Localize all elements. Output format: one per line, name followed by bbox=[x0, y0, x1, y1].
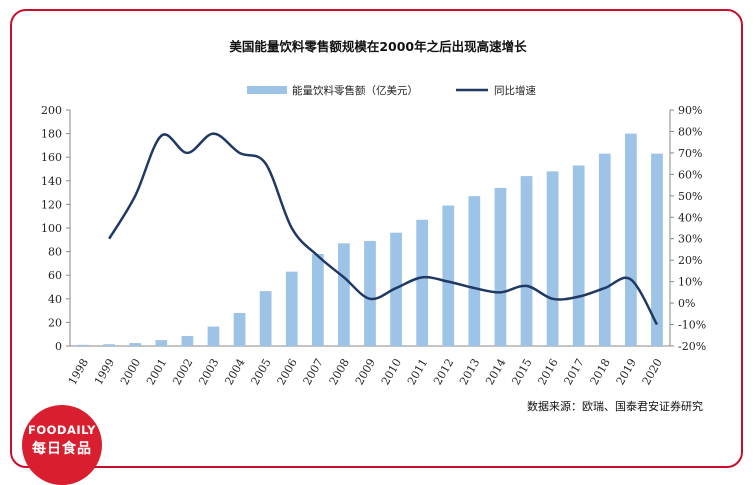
x-tick-label: 1999 bbox=[92, 356, 117, 387]
bar bbox=[546, 171, 559, 346]
bar bbox=[598, 153, 611, 346]
y-right-tick-label: -10% bbox=[678, 319, 706, 332]
y-right-tick-label: -20% bbox=[678, 340, 706, 353]
bar bbox=[77, 344, 89, 346]
bar-series bbox=[77, 133, 663, 346]
bar bbox=[259, 291, 272, 346]
bar bbox=[155, 340, 168, 346]
y-right-tick-label: 10% bbox=[678, 276, 702, 289]
y-right-tick-label: 90% bbox=[678, 104, 702, 117]
y-left-tick-label: 200 bbox=[41, 104, 62, 117]
bar bbox=[468, 196, 481, 346]
y-left-tick-label: 80 bbox=[48, 246, 62, 259]
x-tick-label: 2017 bbox=[561, 356, 586, 387]
bar bbox=[311, 253, 324, 346]
chart-title: 美国能量饮料零售额规模在2000年之后出现高速增长 bbox=[229, 39, 527, 54]
y-left-tick-label: 180 bbox=[41, 128, 62, 141]
y-left-tick-label: 160 bbox=[41, 151, 62, 164]
bar bbox=[520, 176, 533, 346]
x-tick-label: 2009 bbox=[353, 356, 378, 387]
x-tick-label: 2004 bbox=[222, 356, 247, 387]
x-tick-label: 2003 bbox=[196, 356, 221, 387]
bar bbox=[416, 219, 429, 346]
y-left-tick-label: 100 bbox=[41, 222, 62, 235]
bar bbox=[129, 343, 142, 346]
chart-card bbox=[10, 9, 743, 468]
x-tick-label: 2005 bbox=[248, 356, 273, 387]
bar bbox=[625, 133, 637, 346]
x-tick-label: 2007 bbox=[301, 356, 326, 387]
legend: 能量饮料零售额（亿美元） 同比增速 bbox=[247, 84, 536, 97]
x-tick-label: 2010 bbox=[379, 356, 404, 387]
x-tick-label: 2011 bbox=[405, 356, 430, 387]
line-series bbox=[108, 132, 659, 326]
x-tick-label: 2000 bbox=[118, 356, 143, 387]
y-right-tick-label: 40% bbox=[678, 211, 702, 224]
legend-bar-swatch bbox=[247, 86, 287, 94]
y-left-tick-label: 0 bbox=[55, 340, 62, 353]
bar bbox=[103, 344, 115, 346]
bar bbox=[494, 187, 507, 346]
bar bbox=[233, 312, 246, 346]
y-right-tick-label: 70% bbox=[678, 147, 702, 160]
bar bbox=[285, 271, 298, 346]
x-tick-label: 2019 bbox=[614, 356, 639, 387]
x-tick-labels: 1998 1999 2000 2001 2002 2003 2004 2005 2006 2007… bbox=[66, 356, 665, 387]
y-left-tick-label: 60 bbox=[48, 269, 62, 282]
y-right-tick-label: 30% bbox=[678, 233, 702, 246]
growth-line bbox=[108, 132, 659, 326]
y-right-tick-labels: -20% -10% 0% 10% 20% 30% 40% 50% 60% 70% 80% 90% bbox=[678, 104, 706, 353]
bar bbox=[364, 240, 376, 346]
x-tick-label: 2001 bbox=[144, 356, 169, 387]
bar bbox=[651, 153, 663, 346]
legend-bar-label: 能量饮料零售额（亿美元） bbox=[292, 84, 418, 97]
y-left-tick-label: 40 bbox=[48, 293, 62, 306]
x-tick-label: 2013 bbox=[457, 356, 482, 387]
y-left-tick-label: 20 bbox=[48, 316, 62, 329]
x-tick-label: 2014 bbox=[483, 356, 508, 387]
bar bbox=[572, 165, 585, 346]
source-note: 数据来源：欧瑞、国泰君安证券研究 bbox=[527, 399, 703, 413]
x-tick-label: 2012 bbox=[431, 356, 456, 387]
bar bbox=[338, 243, 350, 346]
y-right-tick-label: 20% bbox=[678, 254, 702, 267]
x-tick-label: 2008 bbox=[327, 356, 352, 387]
bar bbox=[207, 326, 220, 346]
x-tick-label: 2020 bbox=[640, 356, 665, 387]
x-tick-label: 2018 bbox=[588, 356, 613, 387]
legend-line-label: 同比增速 bbox=[494, 84, 536, 97]
foodaily-logo: FOODAILY 每日食品 bbox=[22, 405, 102, 485]
y-left-tick-label: 140 bbox=[41, 175, 62, 188]
y-right-tick-label: 50% bbox=[678, 190, 702, 203]
x-tick-label: 2015 bbox=[509, 356, 534, 387]
y-right-tick-label: 0% bbox=[678, 297, 695, 310]
logo-text-cn: 每日食品 bbox=[32, 441, 92, 457]
bar bbox=[181, 335, 194, 346]
bar bbox=[442, 205, 455, 346]
logo-text-en: FOODAILY bbox=[28, 423, 96, 437]
y-left-tick-label: 120 bbox=[41, 198, 62, 211]
x-tick-label: 2016 bbox=[535, 356, 560, 387]
x-tick-label: 2002 bbox=[170, 356, 195, 387]
y-right-tick-label: 80% bbox=[678, 125, 702, 138]
x-tick-label: 1998 bbox=[66, 356, 91, 387]
y-left-tick-labels: 0 20 40 60 80 100 120 140 160 180 200 bbox=[41, 104, 62, 353]
y-right-tick-label: 60% bbox=[678, 168, 702, 181]
x-tick-label: 2006 bbox=[275, 356, 300, 387]
